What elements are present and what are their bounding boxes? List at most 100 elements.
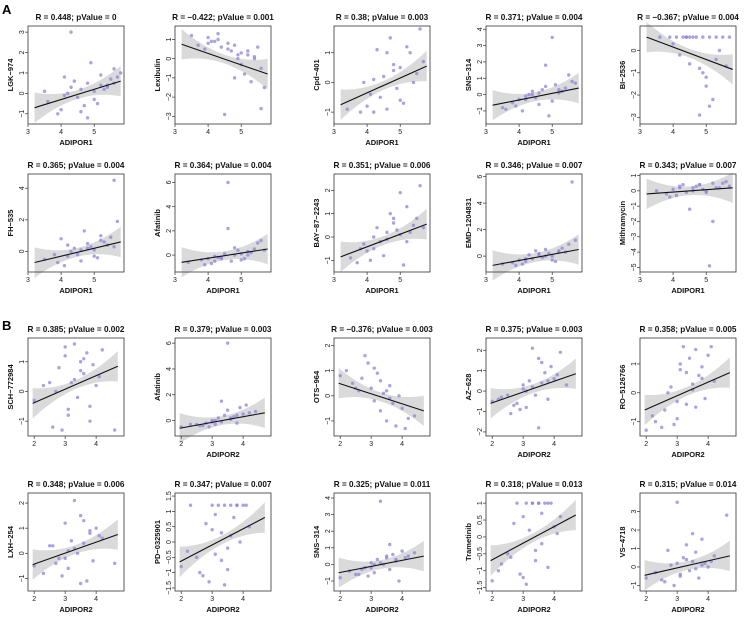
x-tick-label: 3 bbox=[369, 441, 373, 448]
x-tick-label: 2 bbox=[644, 596, 648, 603]
y-tick-label: 0 bbox=[166, 253, 173, 257]
data-point bbox=[213, 422, 217, 427]
data-point bbox=[711, 97, 715, 102]
data-point bbox=[206, 35, 210, 40]
data-point bbox=[381, 253, 386, 258]
y-tick-label: −1.5 bbox=[166, 581, 173, 595]
data-point bbox=[567, 73, 571, 77]
y-axis-label: PD−0325901 bbox=[153, 520, 162, 564]
y-axis-label: VS−4718 bbox=[618, 526, 627, 557]
y-tick-label: −1 bbox=[477, 407, 484, 415]
data-point bbox=[51, 544, 55, 548]
data-point bbox=[681, 35, 685, 39]
data-point bbox=[537, 102, 541, 107]
data-point bbox=[51, 425, 55, 429]
data-point bbox=[384, 419, 389, 423]
data-point bbox=[203, 47, 207, 51]
data-point bbox=[348, 256, 353, 260]
y-tick-label: −2 bbox=[631, 217, 638, 225]
x-tick-label: 3 bbox=[26, 129, 30, 136]
data-point bbox=[229, 49, 233, 53]
data-point bbox=[675, 399, 679, 404]
y-tick-label: −1 bbox=[325, 256, 332, 264]
x-tick-label: 3 bbox=[26, 277, 30, 284]
y-tick-label: −1 bbox=[477, 107, 484, 115]
data-point bbox=[512, 521, 516, 526]
data-point bbox=[360, 376, 364, 380]
x-tick-label: 3 bbox=[332, 129, 336, 136]
data-point bbox=[99, 233, 103, 238]
data-point bbox=[711, 181, 715, 185]
data-point bbox=[378, 499, 383, 504]
data-point bbox=[727, 35, 732, 39]
scatter-plot: R = 0.348; pValue = 0.006 2 3 4 −1 0 1 2 ADIPOR2… bbox=[6, 480, 125, 614]
x-tick-label: 4 bbox=[671, 129, 675, 136]
plot-title: R = 0.315; pValue = 0.014 bbox=[640, 480, 737, 489]
data-point bbox=[210, 528, 214, 532]
data-point bbox=[57, 365, 61, 370]
y-tick-label: 4 bbox=[325, 496, 332, 500]
data-point bbox=[225, 546, 230, 550]
plot-frame bbox=[27, 337, 125, 437]
data-point bbox=[201, 573, 205, 578]
data-point bbox=[514, 263, 518, 268]
x-tick-label: 5 bbox=[704, 277, 708, 284]
plot-frame bbox=[27, 173, 125, 273]
data-point bbox=[418, 183, 422, 188]
data-point bbox=[546, 565, 550, 570]
data-point bbox=[198, 570, 202, 575]
data-point bbox=[63, 345, 67, 349]
plot-frame bbox=[639, 337, 737, 437]
data-point bbox=[691, 186, 695, 190]
scatter-plot: R = 0.385; pValue = 0.002 2 3 4 −1 0 1 SCH−7729… bbox=[6, 325, 125, 448]
x-axis-label: ADIPOR2 bbox=[517, 605, 550, 614]
data-point bbox=[219, 45, 224, 49]
data-point bbox=[540, 381, 544, 385]
data-point bbox=[118, 71, 123, 75]
plot-frame bbox=[174, 25, 272, 125]
data-point bbox=[368, 258, 373, 263]
data-point bbox=[365, 104, 369, 108]
data-point bbox=[524, 259, 528, 264]
data-point bbox=[666, 391, 670, 395]
x-tick-label: 3 bbox=[173, 277, 177, 284]
data-point bbox=[395, 228, 399, 232]
data-point bbox=[378, 409, 383, 413]
data-point bbox=[524, 405, 528, 410]
x-tick-label: 3 bbox=[638, 129, 642, 136]
data-point bbox=[75, 551, 80, 556]
x-tick-label: 4 bbox=[706, 441, 710, 448]
y-tick-label: −1 bbox=[631, 581, 638, 589]
y-tick-label: 0.5 bbox=[477, 515, 484, 525]
plot-title: R = 0.385; pValue = 0.002 bbox=[28, 325, 125, 334]
data-point bbox=[378, 561, 383, 565]
data-point bbox=[395, 86, 399, 91]
data-point bbox=[573, 238, 578, 242]
data-point bbox=[232, 414, 236, 419]
data-point bbox=[671, 187, 675, 192]
data-point bbox=[89, 61, 93, 65]
plot-title: R = 0.365; pValue = 0.004 bbox=[28, 161, 125, 170]
data-point bbox=[78, 513, 83, 518]
data-point bbox=[242, 72, 247, 76]
data-point bbox=[391, 216, 396, 221]
regression-line bbox=[181, 248, 268, 263]
plot-frame bbox=[174, 337, 272, 437]
data-point bbox=[99, 73, 103, 77]
y-tick-label: −0.5 bbox=[477, 547, 484, 561]
data-point bbox=[398, 65, 402, 70]
data-point bbox=[115, 219, 120, 224]
data-point bbox=[209, 39, 214, 44]
data-point bbox=[533, 548, 538, 553]
y-tick-label: −1 bbox=[166, 569, 173, 577]
x-tick-label: 2 bbox=[179, 441, 183, 448]
data-point bbox=[246, 253, 250, 257]
data-point bbox=[92, 89, 96, 94]
data-point bbox=[226, 47, 230, 51]
data-point bbox=[406, 416, 411, 421]
data-point bbox=[252, 247, 257, 251]
data-point bbox=[405, 239, 409, 244]
data-point bbox=[669, 385, 673, 389]
data-point bbox=[235, 503, 239, 507]
data-point bbox=[681, 556, 686, 560]
